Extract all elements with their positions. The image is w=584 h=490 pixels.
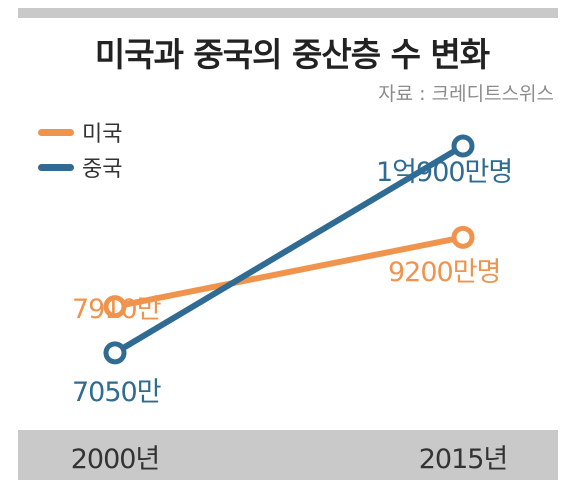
legend-label-china: 중국 <box>82 157 123 182</box>
series-line-china <box>112 142 466 356</box>
legend-item-china: 중국 <box>38 152 122 182</box>
data-label-us-2000: 7910만 <box>72 294 162 325</box>
legend-swatch-china <box>38 163 74 171</box>
legend-swatch-us <box>38 128 74 136</box>
series-line-us <box>112 234 466 310</box>
x-tick-2000: 2000년 <box>70 444 161 475</box>
data-point-china-0 <box>103 341 127 365</box>
data-label-china-2015: 1억900만명 <box>376 157 513 188</box>
data-label-china-2000: 7050만 <box>72 377 162 408</box>
x-tick-2015: 2015년 <box>418 444 509 475</box>
data-point-us-1 <box>451 225 475 249</box>
data-label-us-2015: 9200만명 <box>388 257 501 288</box>
legend-label-us: 미국 <box>82 122 123 147</box>
x-axis-band <box>18 430 558 480</box>
chart-title: 미국과 중국의 중산층 수 변화 <box>94 35 490 74</box>
source-note: 자료 : 크레디트스위스 <box>378 83 554 105</box>
top-bar <box>18 8 558 18</box>
data-point-us-0 <box>103 295 127 319</box>
legend-item-us: 미국 <box>38 117 122 147</box>
data-point-china-1 <box>451 134 475 158</box>
